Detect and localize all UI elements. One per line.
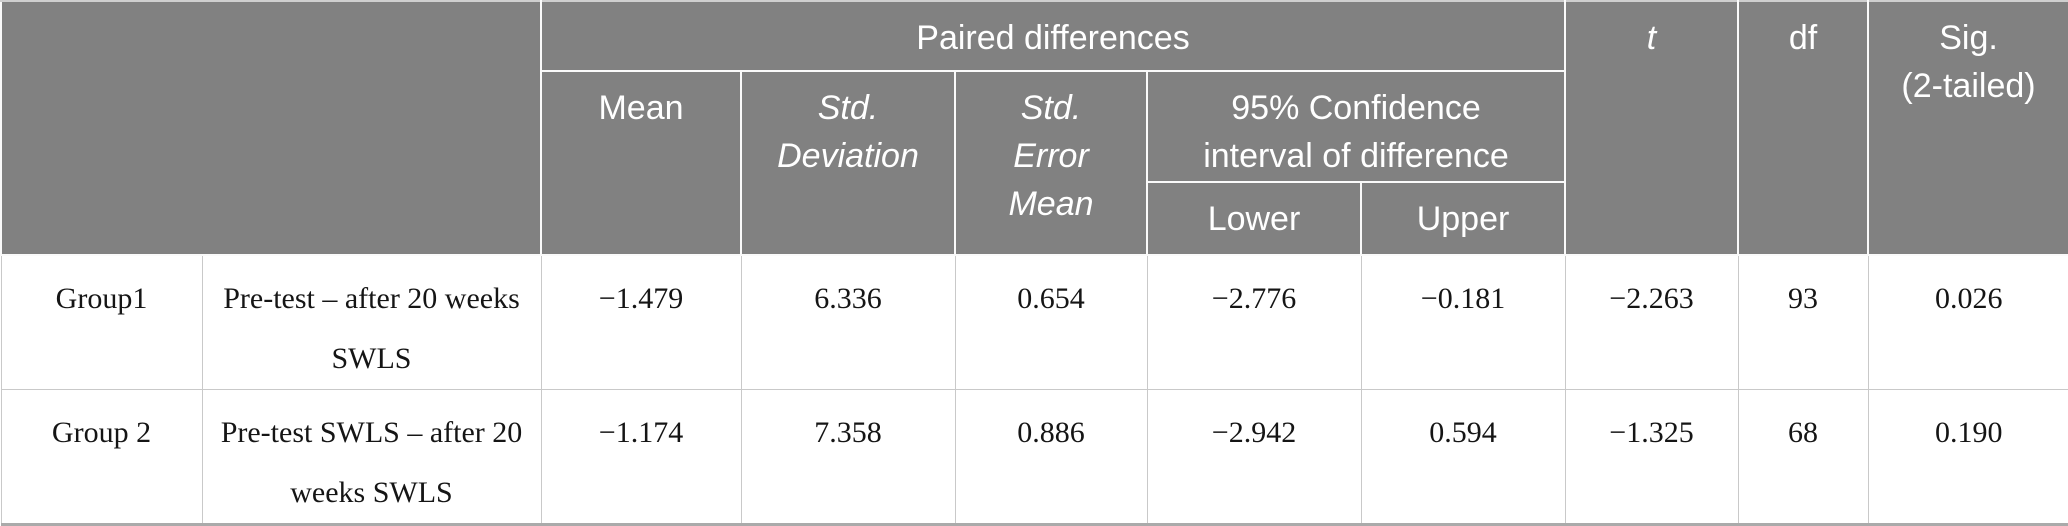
cell-df: 68 (1737, 388, 1869, 526)
cell-pair: Pre-test – after 20 weeks SWLS (201, 254, 542, 390)
cell-group: Group 2 (0, 388, 203, 526)
cell-t: −2.263 (1564, 254, 1739, 390)
cell-mean: −1.174 (540, 388, 742, 526)
header-row-sub: Mean Std. Deviation Std. Error Mean 95% … (1, 70, 2068, 256)
table-row: Group1 Pre-test – after 20 weeks SWLS −1… (0, 254, 2068, 390)
header-std-deviation: Std. Deviation (740, 70, 956, 256)
cell-sig: 0.190 (1867, 388, 2068, 526)
header-lower: Lower (1146, 180, 1362, 256)
cell-lower: −2.942 (1146, 388, 1362, 526)
header-std-error-mean: Std. Error Mean (954, 70, 1148, 256)
cell-group: Group1 (0, 254, 203, 390)
corner-cell (0, 0, 542, 256)
header-t: t (1564, 0, 1740, 256)
cell-std-error-mean: 0.886 (954, 388, 1148, 526)
cell-std-deviation: 7.358 (740, 388, 956, 526)
header-paired-differences: Paired differences (539, 0, 1567, 72)
cell-upper: −0.181 (1360, 254, 1566, 390)
cell-df: 93 (1737, 254, 1869, 390)
header-sig-2-tailed: Sig. (2-tailed) (1867, 0, 2068, 256)
table-header: Paired differences t df Sig. (2-tailed) … (0, 0, 2068, 256)
header-mean: Mean (540, 70, 742, 256)
header-df: df (1737, 0, 1870, 256)
table-row: Group 2 Pre-test SWLS – after 20 weeks S… (0, 388, 2068, 526)
table-body: Group1 Pre-test – after 20 weeks SWLS −1… (0, 254, 2068, 526)
header-confidence-interval: 95% Confidence interval of difference (1145, 70, 1567, 183)
cell-upper: 0.594 (1360, 388, 1566, 526)
cell-t: −1.325 (1564, 388, 1739, 526)
header-row-lower-upper: Lower Upper (1, 180, 2068, 256)
cell-std-error-mean: 0.654 (954, 254, 1148, 390)
cell-pair: Pre-test SWLS – after 20 weeks SWLS (201, 388, 542, 526)
cell-mean: −1.479 (540, 254, 742, 390)
cell-sig: 0.026 (1867, 254, 2068, 390)
header-row-top: Paired differences t df Sig. (2-tailed) (0, 0, 2068, 256)
cell-lower: −2.776 (1146, 254, 1362, 390)
header-upper: Upper (1359, 180, 1567, 256)
cell-std-deviation: 6.336 (740, 254, 956, 390)
